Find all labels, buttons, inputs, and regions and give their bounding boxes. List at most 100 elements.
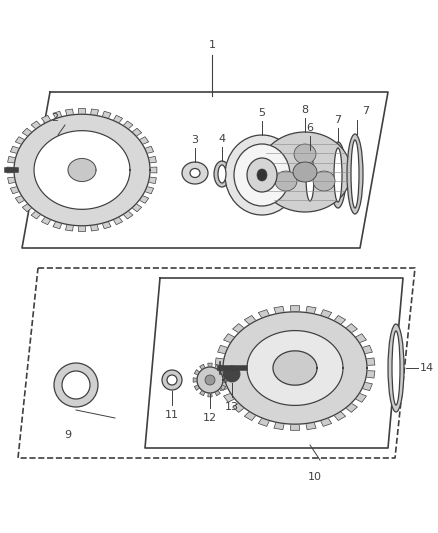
Polygon shape [366,358,375,365]
Ellipse shape [293,162,317,182]
Text: 2: 2 [51,113,59,123]
Polygon shape [215,390,220,395]
Polygon shape [220,385,226,390]
Polygon shape [78,109,85,114]
Polygon shape [215,370,224,378]
Text: 3: 3 [191,135,198,145]
Text: 1: 1 [208,40,215,50]
Ellipse shape [334,148,342,202]
Ellipse shape [347,134,363,214]
Polygon shape [290,424,300,430]
Polygon shape [53,221,62,229]
Polygon shape [11,187,19,194]
Polygon shape [132,204,142,212]
Polygon shape [22,204,32,212]
Text: 7: 7 [362,106,369,116]
Polygon shape [123,211,133,219]
Polygon shape [233,324,244,333]
Polygon shape [223,312,367,424]
Polygon shape [78,225,85,231]
Ellipse shape [162,370,182,390]
Ellipse shape [351,140,359,208]
Polygon shape [346,403,357,413]
Polygon shape [244,411,256,421]
Polygon shape [208,363,212,367]
Polygon shape [65,224,74,231]
Text: 7: 7 [335,115,342,125]
Text: 12: 12 [203,413,217,423]
Polygon shape [148,177,156,183]
Polygon shape [7,177,16,183]
Polygon shape [113,217,123,225]
Polygon shape [273,351,317,385]
Polygon shape [42,217,51,225]
Ellipse shape [313,171,335,191]
Polygon shape [145,187,154,194]
Ellipse shape [330,142,346,208]
Polygon shape [22,128,32,136]
Ellipse shape [302,150,318,206]
Polygon shape [53,111,62,118]
Text: 11: 11 [165,410,179,420]
Ellipse shape [247,158,277,192]
Polygon shape [362,382,372,391]
Polygon shape [14,114,150,226]
Polygon shape [15,137,25,144]
Polygon shape [362,345,372,354]
Ellipse shape [388,324,404,412]
Polygon shape [7,156,16,163]
Polygon shape [218,382,228,391]
Polygon shape [148,156,156,163]
Polygon shape [306,306,316,314]
Polygon shape [193,378,197,382]
Polygon shape [31,121,41,129]
Polygon shape [11,146,19,154]
Polygon shape [31,211,41,219]
Polygon shape [91,109,99,116]
Polygon shape [321,418,332,426]
Ellipse shape [214,161,230,187]
Polygon shape [34,131,130,209]
Ellipse shape [205,375,215,385]
Polygon shape [123,121,133,129]
Polygon shape [218,345,228,354]
Polygon shape [247,330,343,406]
Polygon shape [200,390,205,395]
Polygon shape [258,310,269,318]
Polygon shape [102,111,111,118]
Polygon shape [194,385,200,390]
Polygon shape [334,411,346,421]
Polygon shape [306,422,316,430]
Ellipse shape [62,371,90,399]
Polygon shape [208,393,212,397]
Ellipse shape [259,132,351,212]
Polygon shape [223,393,235,402]
Ellipse shape [257,169,267,181]
Text: 4: 4 [219,134,226,144]
Text: 9: 9 [64,430,71,440]
Polygon shape [7,167,14,173]
Ellipse shape [306,155,314,201]
Polygon shape [220,370,226,375]
Polygon shape [15,196,25,203]
Polygon shape [215,358,224,365]
Polygon shape [91,224,99,231]
Polygon shape [355,393,367,402]
Polygon shape [102,221,111,229]
Polygon shape [139,137,148,144]
Polygon shape [194,370,200,375]
Polygon shape [274,306,284,314]
Ellipse shape [218,165,226,183]
Polygon shape [244,316,256,325]
Polygon shape [150,167,157,173]
Polygon shape [65,109,74,116]
Polygon shape [113,115,123,123]
Ellipse shape [275,171,297,191]
Ellipse shape [392,331,400,405]
Text: 10: 10 [308,472,322,482]
Polygon shape [366,370,375,378]
Polygon shape [258,418,269,426]
Text: 13: 13 [225,402,239,412]
Polygon shape [321,310,332,318]
Polygon shape [139,196,148,203]
